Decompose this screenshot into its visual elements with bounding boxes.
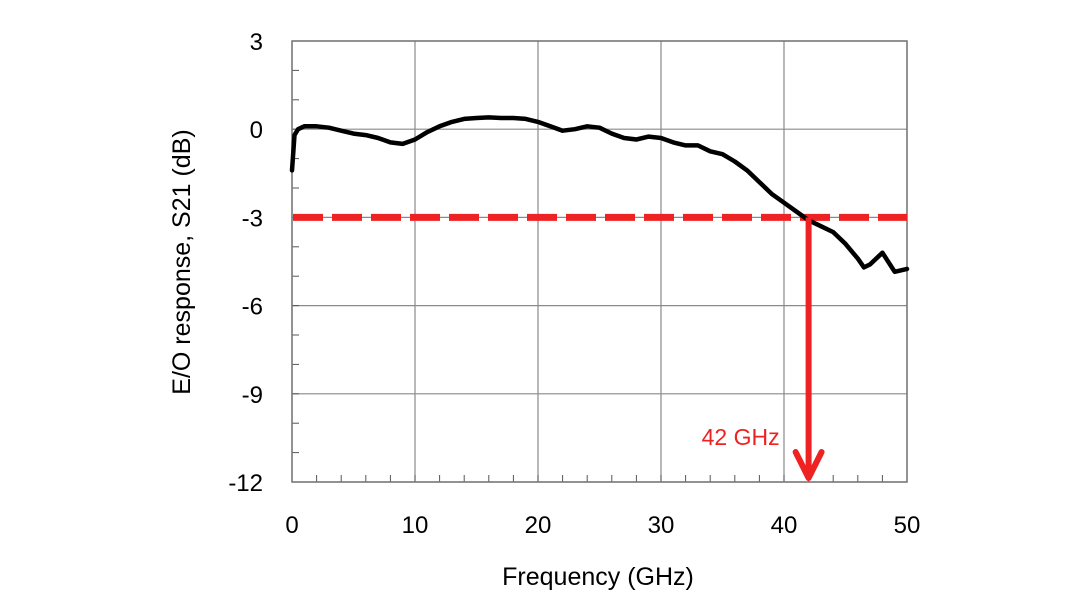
- y-axis-title: E/O response, S21 (dB): [168, 129, 196, 394]
- x-tick-label-3: 30: [648, 512, 675, 539]
- y-tick-label-2: -3: [242, 205, 263, 232]
- plot-frame: [291, 40, 908, 483]
- y-tick-labels: 3 0 -3 -6 -9 -12: [228, 29, 263, 497]
- x-tick-label-2: 20: [525, 512, 552, 539]
- y-tick-label-0: 3: [250, 29, 263, 56]
- y-tick-label-4: -9: [242, 382, 263, 409]
- y-tick-label-3: -6: [242, 294, 263, 321]
- marker-layer: 42 GHz: [702, 217, 825, 481]
- x-tick-label-0: 0: [285, 512, 298, 539]
- grid-lines: [291, 40, 908, 483]
- x-axis-title: Frequency (GHz): [502, 563, 694, 591]
- x-tick-label-5: 50: [894, 512, 921, 539]
- series-line-0: [289, 115, 910, 275]
- y-tick-label-5: -12: [228, 470, 263, 497]
- x-tick-label-1: 10: [402, 512, 429, 539]
- x-tick-labels: 0 10 20 30 40 50: [285, 512, 920, 539]
- y-tick-label-1: 0: [250, 117, 263, 144]
- minor-ticks: [291, 40, 908, 483]
- series-layer: [289, 115, 910, 275]
- marker-label: 42 GHz: [702, 424, 780, 450]
- marker-arrow-head: [792, 449, 825, 481]
- x-tick-label-4: 40: [771, 512, 798, 539]
